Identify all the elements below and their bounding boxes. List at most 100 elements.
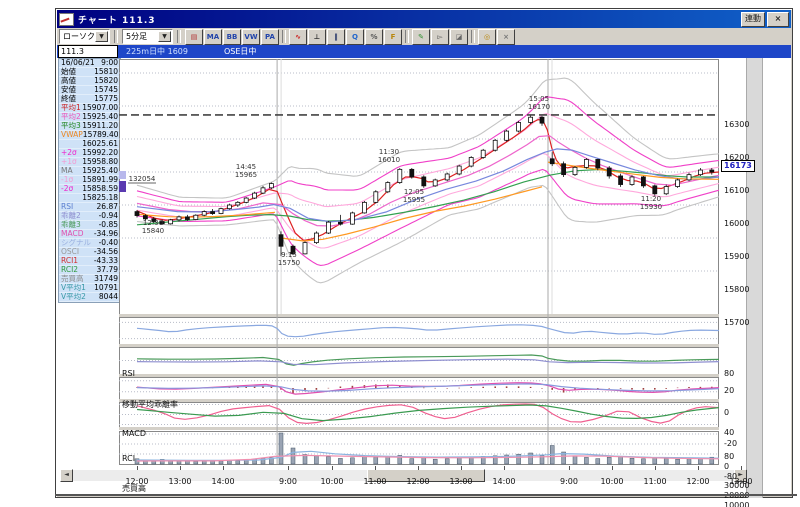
price-annotation: 12:30 xyxy=(143,219,163,227)
timeframe-select[interactable]: 5分足 ▼ xyxy=(122,29,173,44)
info-bar[interactable]: 111.3 225m日中 1609 OSE日中 xyxy=(57,45,791,58)
quote-value: 15825.18 xyxy=(82,193,118,202)
bollinger-band xyxy=(136,96,720,203)
volume-bar xyxy=(338,458,343,465)
session-label: OSE日中 xyxy=(223,47,257,56)
quote-value: 15858.59 xyxy=(82,184,118,193)
volume-bar xyxy=(314,455,319,465)
ma-overlay xyxy=(136,148,720,223)
quote-value: -43.33 xyxy=(93,256,118,265)
quote-row: RSI 26.87 xyxy=(59,203,120,212)
pencil-icon[interactable]: ✎ xyxy=(412,28,430,45)
candle-body xyxy=(325,221,331,234)
x-axis-tick xyxy=(697,466,699,470)
fibonacci-icon[interactable]: F xyxy=(384,28,402,45)
chart-format-icon[interactable]: ▤ xyxy=(185,28,203,45)
chart-type-select[interactable]: ローソク ▼ xyxy=(59,29,110,44)
volume-bar xyxy=(350,457,355,465)
quote-row: -1σ 15891.99 xyxy=(59,176,120,185)
price-annotation: 14:45 xyxy=(236,163,256,171)
symbol-code-input[interactable]: 111.3 xyxy=(58,45,118,58)
candle-body xyxy=(168,219,173,225)
search-icon[interactable]: ◎ xyxy=(478,28,496,45)
vwap-icon[interactable]: VW xyxy=(242,28,260,45)
zoom-icon[interactable]: Q xyxy=(346,28,364,45)
candle-body xyxy=(480,149,486,158)
quote-value: 15911.20 xyxy=(82,121,118,130)
candle-body xyxy=(159,221,165,225)
quote-row: MACD -34.96 xyxy=(59,230,120,239)
scrollbar-thumb[interactable] xyxy=(367,469,485,482)
x-axis-tick xyxy=(504,466,505,470)
line-mode-icon[interactable]: ∿ xyxy=(289,28,307,45)
volume-bar xyxy=(227,460,232,465)
parabolic-icon[interactable]: PA xyxy=(261,28,279,45)
current-price-badge: 16173 xyxy=(721,159,755,172)
quote-label: RCI2 xyxy=(61,265,79,274)
candle-body xyxy=(227,204,232,210)
chart-area[interactable]: 132054 12:30 15840 14:45 15965 9:15 15750 11:30… xyxy=(119,59,720,469)
candle-body xyxy=(302,242,308,255)
quote-value: 8044 xyxy=(98,292,118,301)
candle-body xyxy=(709,169,715,173)
quote-label: VWAP xyxy=(61,130,83,139)
candle-body xyxy=(201,211,207,216)
title-bar[interactable]: チャート 111.3 連動 × xyxy=(57,10,791,28)
eraser-icon[interactable]: ◪ xyxy=(450,28,468,45)
chevron-down-icon[interactable]: ▼ xyxy=(158,31,171,42)
quote-value: 31749 xyxy=(94,274,118,283)
candle-body xyxy=(432,179,438,187)
clear-icon[interactable]: × xyxy=(497,28,515,45)
vwap-line xyxy=(136,211,276,218)
link-button[interactable]: 連動 xyxy=(741,11,765,27)
bar-chart-icon[interactable]: ⊥ xyxy=(308,28,326,45)
candle-body xyxy=(361,201,367,214)
close-button[interactable]: × xyxy=(767,11,789,27)
quote-value: 15820 xyxy=(94,76,118,85)
candle-mode-icon[interactable]: ‖ xyxy=(327,28,345,45)
quote-label: RCI1 xyxy=(61,256,79,265)
candle-body xyxy=(185,216,190,220)
chart-window: チャート 111.3 連動 × ローソク ▼ 5分足 ▼ ▤ MA BB VW PA ∿ ⊥… xyxy=(55,8,793,507)
ma-overlay xyxy=(136,135,720,227)
macd-histogram-bar xyxy=(292,388,294,394)
horizontal-scrollbar[interactable]: ◄ ► xyxy=(60,469,747,482)
volume-bar xyxy=(432,458,438,465)
quote-row: 乖離3 -0.85 xyxy=(59,221,120,230)
quote-row: +2σ 15992.20 xyxy=(59,149,120,158)
price-annotation: 12:05 xyxy=(404,188,424,196)
chevron-down-icon[interactable]: ▼ xyxy=(95,31,108,42)
candle-body xyxy=(641,176,646,187)
quote-value: 15958.80 xyxy=(82,157,118,166)
quote-label: 16/06/21 xyxy=(61,58,95,67)
bollinger-icon[interactable]: BB xyxy=(223,28,241,45)
candle-body xyxy=(373,191,379,203)
scroll-left-button[interactable]: ◄ xyxy=(60,469,73,482)
cursor-icon[interactable]: ▻ xyxy=(431,28,449,45)
volume-bar xyxy=(584,457,589,465)
x-axis-tick xyxy=(741,466,742,470)
candle-body xyxy=(243,197,249,203)
candle-body xyxy=(539,116,545,124)
candle-body xyxy=(235,201,241,206)
quote-value: -0.94 xyxy=(98,211,118,220)
volume-bar xyxy=(456,457,462,465)
macd-histogram-bar xyxy=(505,386,508,388)
volume-bar xyxy=(572,455,578,465)
candle-body xyxy=(572,166,578,176)
volume-bar xyxy=(629,457,635,465)
quote-label: V平均2 xyxy=(61,292,86,301)
macd-histogram-bar xyxy=(387,384,389,388)
quote-row: OSCI -34.56 xyxy=(59,248,120,257)
chart-type-value: ローソク xyxy=(63,32,95,41)
quote-value: 15810 xyxy=(94,67,118,76)
candle-body xyxy=(421,176,427,187)
oscillator-icon[interactable]: % xyxy=(365,28,383,45)
scroll-right-button[interactable]: ► xyxy=(734,469,747,482)
quote-panel: 16/06/21 9:00 始値 15810 高値 15820 安値 15745 終値 15775… xyxy=(58,58,128,303)
ma-indicator-icon[interactable]: MA xyxy=(204,28,222,45)
volume-bar xyxy=(606,456,612,465)
quote-value: 15907.00 xyxy=(82,103,118,112)
candle-body xyxy=(549,158,555,165)
